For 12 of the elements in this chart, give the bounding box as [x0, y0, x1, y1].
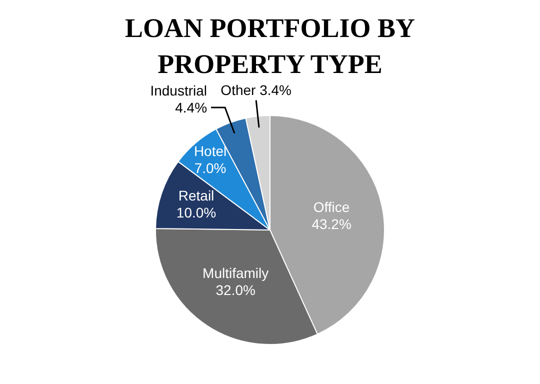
data-label: 32.0% [216, 282, 256, 298]
data-label: 4.4% [175, 99, 208, 116]
slice-label: Hotel [194, 142, 227, 159]
slice-label: Other 3.4% [220, 82, 292, 98]
data-label: 10.0% [176, 204, 216, 220]
data-label: 43.2% [312, 216, 352, 232]
slice-label: Office [313, 199, 350, 216]
slice-label: Multifamily [202, 265, 269, 282]
slice-label: Industrial [150, 82, 208, 98]
data-label: 7.0% [194, 160, 226, 176]
chart-title: LOAN PORTFOLIO BY PROPERTY TYPE [124, 12, 416, 81]
slice-label: Retail [178, 187, 214, 204]
